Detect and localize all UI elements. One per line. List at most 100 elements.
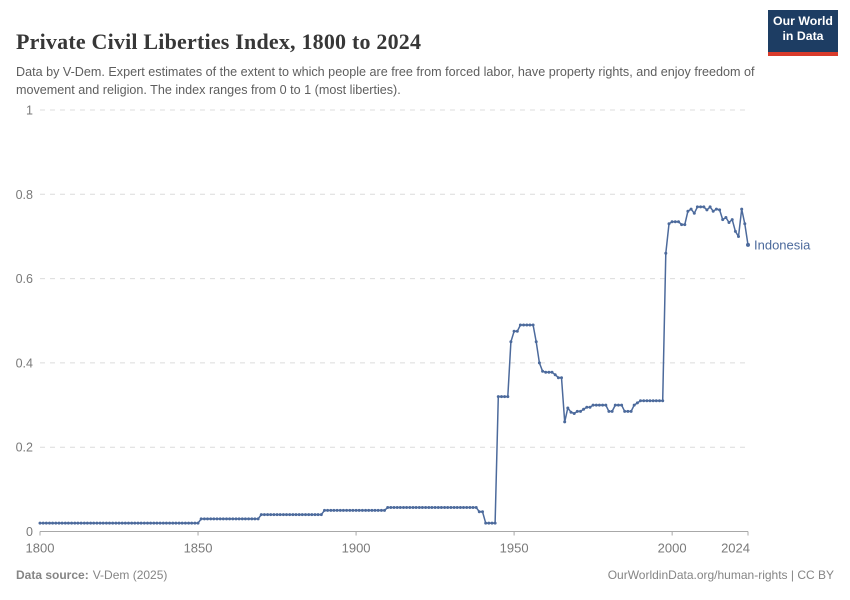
data-point [667, 222, 671, 226]
data-point [436, 506, 440, 509]
data-point [544, 370, 548, 374]
data-point [335, 508, 339, 512]
y-tick-label: 0.8 [16, 188, 33, 202]
data-point [427, 506, 431, 509]
data-point [133, 521, 137, 525]
data-point [158, 521, 162, 525]
data-point [591, 403, 595, 407]
data-point [512, 329, 516, 333]
data-point [193, 521, 197, 525]
data-point [420, 506, 424, 509]
series-indonesia[interactable]: Indonesia [38, 205, 812, 525]
data-point [288, 513, 292, 517]
data-point [496, 395, 500, 399]
data-point [240, 517, 244, 521]
data-point [104, 521, 108, 525]
data-point [632, 403, 636, 407]
page-title: Private Civil Liberties Index, 1800 to 2… [16, 28, 422, 54]
data-point [585, 405, 589, 409]
data-point [38, 521, 42, 525]
data-point [272, 513, 276, 517]
data-point [714, 207, 718, 211]
data-point [702, 205, 706, 209]
data-point [411, 506, 415, 509]
data-source-label: Data source: [16, 568, 89, 582]
data-point [518, 323, 522, 327]
entity-label[interactable]: Indonesia [754, 237, 811, 252]
data-point [215, 517, 219, 521]
owid-logo[interactable]: Our World in Data [768, 10, 838, 56]
data-point [60, 521, 64, 525]
data-point [168, 521, 172, 525]
data-point [76, 521, 80, 525]
data-point [689, 207, 693, 211]
data-point [402, 506, 405, 509]
data-point [575, 409, 579, 413]
data-point [509, 340, 513, 344]
data-point [740, 207, 744, 211]
data-point [547, 370, 551, 374]
x-tick-label: 1950 [500, 541, 529, 556]
data-point [136, 521, 140, 525]
data-point [620, 403, 624, 407]
data-point [481, 510, 484, 514]
data-point [187, 521, 191, 525]
data-point [658, 399, 661, 403]
data-point [174, 521, 178, 525]
data-point [680, 223, 684, 227]
x-tick-label: 2000 [658, 541, 687, 556]
credit-link[interactable]: OurWorldinData.org/human-rights | CC BY [607, 568, 834, 582]
data-point [98, 521, 102, 525]
data-point [44, 521, 48, 525]
data-point [711, 209, 715, 213]
data-point [623, 409, 627, 413]
data-point [206, 517, 209, 521]
data-point [398, 506, 402, 509]
data-point [528, 323, 532, 327]
data-point [506, 395, 510, 399]
data-point [278, 513, 282, 517]
data-point [455, 506, 459, 509]
data-point [616, 403, 620, 407]
data-point [262, 513, 266, 517]
data-point [572, 412, 576, 415]
data-point [142, 521, 146, 525]
data-point [534, 340, 538, 344]
data-point [291, 513, 295, 517]
data-point [313, 513, 317, 517]
data-point [111, 521, 115, 525]
data-point [449, 506, 453, 509]
x-tick-label: 1900 [342, 541, 371, 556]
data-point [149, 521, 153, 525]
data-point [307, 513, 311, 517]
data-point [63, 521, 67, 525]
data-point [648, 399, 652, 403]
data-point [673, 220, 677, 224]
data-point [443, 506, 447, 509]
data-point [108, 521, 111, 525]
data-point [651, 399, 655, 403]
data-point [664, 251, 668, 255]
data-point [737, 235, 740, 238]
data-point [256, 517, 260, 521]
data-point [376, 508, 380, 512]
data-point [563, 420, 567, 424]
data-point [127, 521, 130, 525]
data-point [221, 517, 225, 521]
data-point [588, 405, 592, 409]
data-point [683, 223, 687, 227]
indonesia-line[interactable] [40, 206, 749, 524]
data-point [661, 399, 665, 403]
y-tick-label: 1 [26, 104, 33, 118]
data-point [597, 403, 601, 407]
data-point [73, 521, 77, 525]
data-point [433, 506, 437, 509]
data-point [259, 513, 263, 517]
data-point [468, 506, 472, 509]
data-point [370, 508, 374, 512]
data-point [117, 521, 121, 525]
data-point [66, 521, 70, 525]
data-point [323, 508, 326, 512]
